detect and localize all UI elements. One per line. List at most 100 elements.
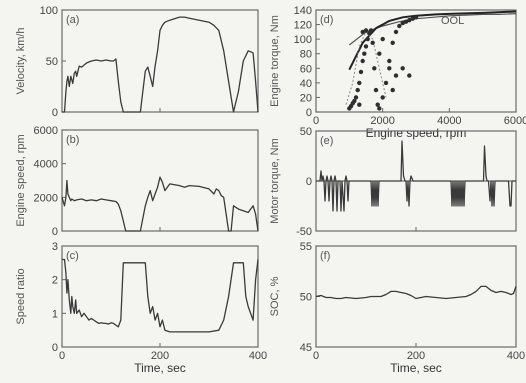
operating-point xyxy=(357,80,362,86)
y-tick-label: 140 xyxy=(294,5,312,17)
panel-c: 0 1 2 3 0 200 400 Speed ratio Time, sec (c) xyxy=(15,241,267,375)
panel-label: (e) xyxy=(320,135,333,147)
operating-point xyxy=(358,69,364,75)
y-tick-label: 40 xyxy=(300,78,312,90)
operating-point xyxy=(355,87,360,93)
x-tick-label: 6000 xyxy=(504,115,526,127)
x-tick-label: 0 xyxy=(59,350,65,362)
panel-label: (f) xyxy=(320,250,330,262)
operating-point xyxy=(363,28,369,33)
operating-point xyxy=(372,66,377,71)
operating-point xyxy=(387,66,392,71)
y-tick-label: 4000 xyxy=(34,159,58,171)
y-tick-label: 2000 xyxy=(34,192,58,204)
operating-point xyxy=(368,28,374,33)
x-tick-label: 2000 xyxy=(370,115,394,127)
y-axis-label: SOC, % xyxy=(269,276,281,316)
y-tick-label: 50 xyxy=(300,292,312,304)
y-tick-label: 0 xyxy=(306,107,312,119)
operating-point xyxy=(400,20,405,26)
panel-f: 45 50 55 0 200 400 SOC, % Time, sec (f) xyxy=(269,241,525,375)
operating-point xyxy=(373,87,379,93)
operating-point xyxy=(377,51,382,56)
operating-point xyxy=(390,40,395,45)
panel-label: (d) xyxy=(320,14,333,26)
series-line xyxy=(315,285,517,300)
panel-e: -50 0 50 Motor torque, Nm (e) xyxy=(269,126,517,238)
ool-annotation: OOL xyxy=(441,15,464,27)
y-tick-label: 1 xyxy=(52,308,58,320)
operating-point xyxy=(380,95,385,100)
panel-label: (c) xyxy=(66,250,79,262)
y-tick-label: 120 xyxy=(294,20,312,32)
series-line xyxy=(62,16,259,113)
operating-point xyxy=(387,58,392,64)
y-tick-label: 20 xyxy=(300,92,312,104)
operating-point xyxy=(403,19,409,24)
operating-point xyxy=(375,102,380,107)
y-tick-label: 3 xyxy=(52,241,58,253)
x-tick-label: 400 xyxy=(507,350,525,362)
x-tick-label: 400 xyxy=(249,350,267,362)
y-tick-label: 50 xyxy=(46,56,58,68)
x-tick-label: 200 xyxy=(151,350,169,362)
y-axis-label: Speed ratio xyxy=(15,268,27,324)
y-tick-label: 0 xyxy=(52,226,58,238)
operating-point xyxy=(397,23,402,29)
operating-point xyxy=(393,73,399,78)
series-line xyxy=(61,176,259,232)
operating-point xyxy=(407,73,412,78)
y-tick-label: 0 xyxy=(52,107,58,119)
operating-point xyxy=(407,18,412,23)
operating-point xyxy=(380,36,385,42)
y-axis-label: Engine torque, Nm xyxy=(269,15,281,107)
operating-point xyxy=(357,102,362,107)
y-tick-label: 2 xyxy=(52,275,58,287)
x-tick-label: 0 xyxy=(313,115,319,127)
x-tick-label: 4000 xyxy=(437,115,461,127)
operating-point xyxy=(370,40,375,45)
operating-point xyxy=(390,87,395,93)
y-tick-label: 50 xyxy=(300,126,312,138)
operating-point xyxy=(383,80,389,86)
y-tick-label: 80 xyxy=(300,49,312,61)
panel-frame xyxy=(315,9,517,113)
y-tick-label: 60 xyxy=(300,63,312,75)
y-axis-label: Velocity, km/h xyxy=(15,27,27,94)
panel-label: (a) xyxy=(66,14,79,26)
operating-point xyxy=(413,15,419,20)
operating-point xyxy=(362,51,367,56)
y-tick-label: 6000 xyxy=(34,125,58,137)
x-axis-label: Time, sec xyxy=(390,361,442,375)
x-axis-label: Time, sec xyxy=(134,361,186,375)
operating-point xyxy=(393,29,399,35)
y-tick-label: -50 xyxy=(296,226,312,238)
operating-point xyxy=(365,36,370,42)
x-tick-label: 200 xyxy=(407,350,425,362)
y-axis-label: Engine speed, rpm xyxy=(15,134,27,226)
y-tick-label: 100 xyxy=(40,5,58,17)
series-line xyxy=(316,140,516,212)
y-tick-label: 45 xyxy=(300,342,312,354)
operating-point xyxy=(400,66,405,71)
y-tick-label: 0 xyxy=(52,342,58,354)
x-axis-label: Engine speed, rpm xyxy=(366,126,467,140)
operating-point xyxy=(352,98,357,104)
operating-point xyxy=(360,29,365,35)
operating-point xyxy=(363,44,369,49)
panel-b: 0 2000 4000 6000 Engine speed, rpm (b) xyxy=(15,125,259,238)
operating-point xyxy=(353,95,359,100)
y-tick-label: 100 xyxy=(294,34,312,46)
operating-point xyxy=(377,106,382,111)
panel-a: 0 50 100 Velocity, km/h (a) xyxy=(15,5,259,119)
y-tick-label: 55 xyxy=(300,241,312,253)
operating-point xyxy=(360,58,365,64)
y-axis-label: Motor torque, Nm xyxy=(269,138,281,224)
y-tick-label: 0 xyxy=(306,176,312,188)
x-tick-label: 0 xyxy=(313,350,319,362)
operating-point xyxy=(410,16,415,21)
series-line xyxy=(62,258,259,333)
